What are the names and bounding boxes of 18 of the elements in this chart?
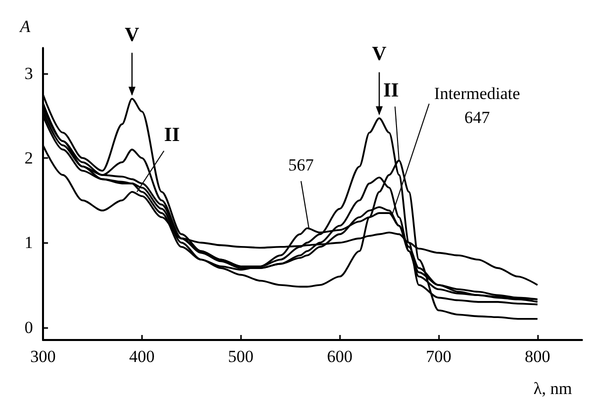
x-axis-title: λ, nm	[534, 379, 572, 398]
x-tick-label: 800	[524, 347, 550, 366]
annotation: II	[383, 80, 400, 102]
y-axis-title: A	[19, 17, 31, 36]
annotation: II	[164, 124, 180, 146]
annotation: Intermediate 647	[434, 84, 520, 128]
x-tick-label: 300	[30, 347, 56, 366]
annotation: V	[372, 43, 388, 66]
x-tick-label: 500	[228, 347, 254, 366]
y-tick-label: 3	[24, 64, 33, 83]
annotation: V	[124, 24, 140, 46]
x-tick-label: 600	[326, 347, 352, 366]
y-tick-label: 1	[24, 233, 33, 252]
x-tick-label: 400	[129, 347, 155, 366]
x-tick-label: 700	[426, 347, 452, 366]
y-tick-label: 2	[24, 148, 33, 168]
annotation: 567	[288, 156, 314, 175]
y-tick-label: 0	[24, 318, 33, 337]
